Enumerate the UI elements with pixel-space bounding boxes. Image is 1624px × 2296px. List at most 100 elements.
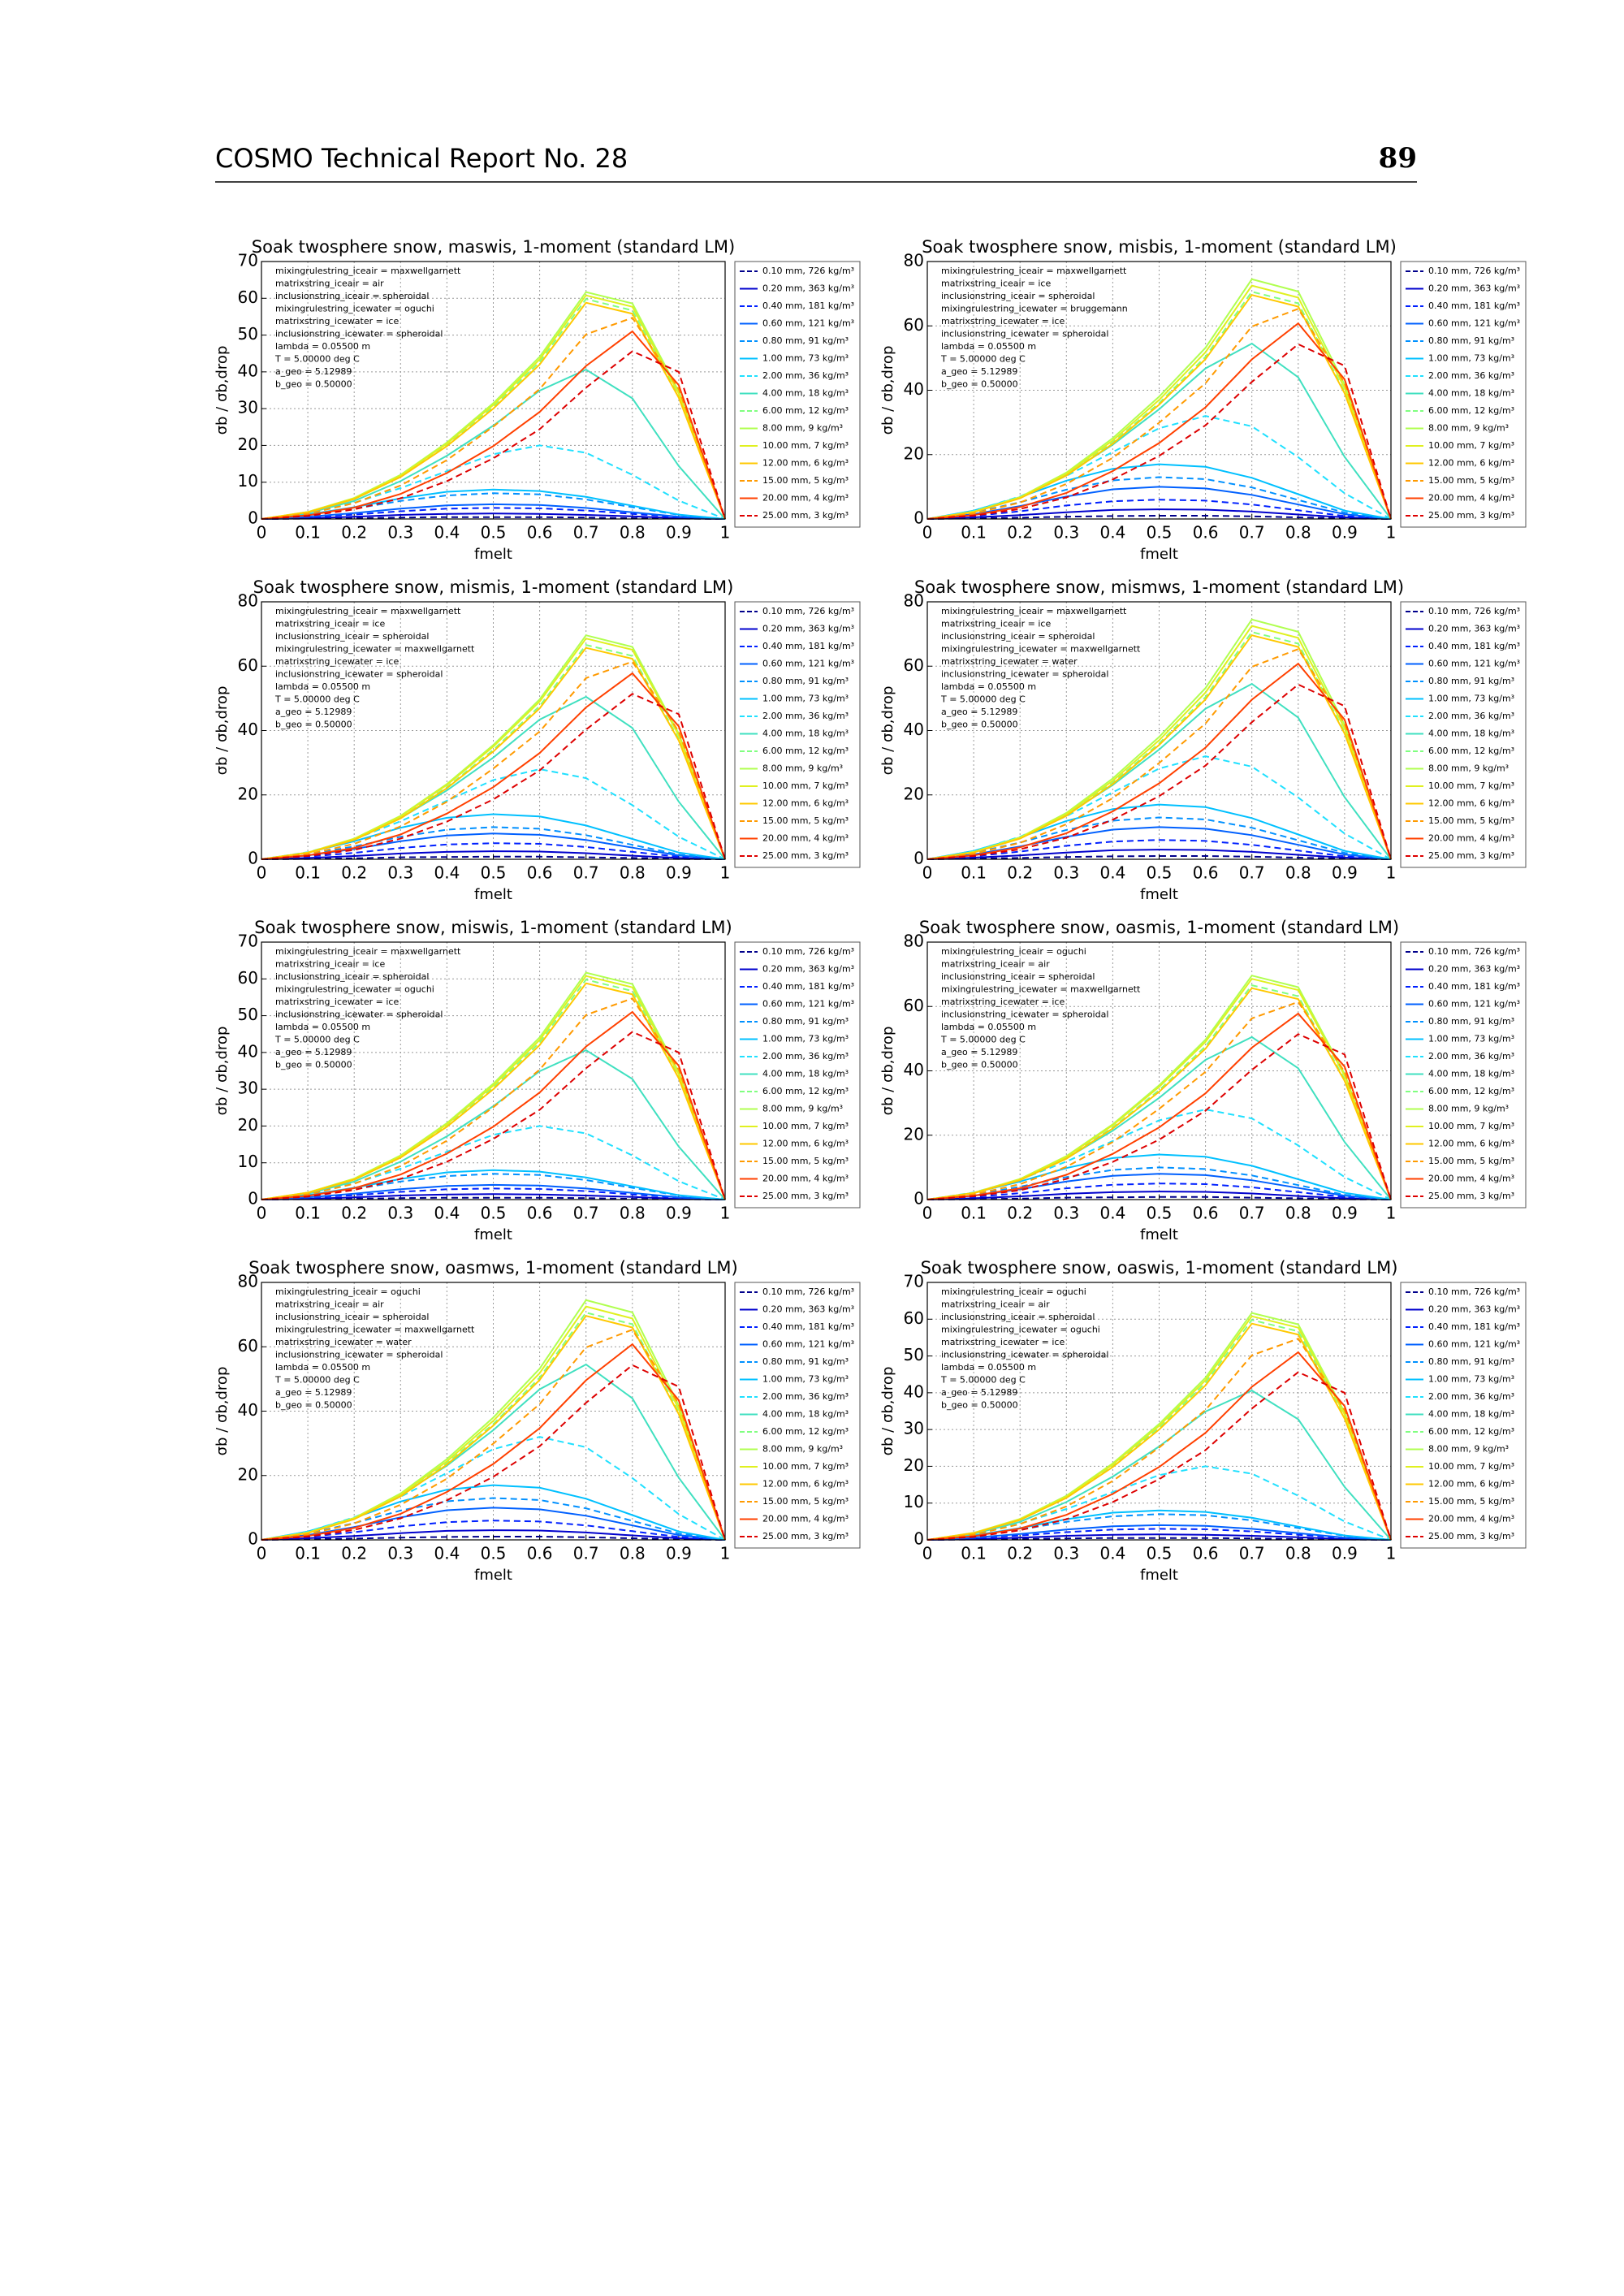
x-tick-label: 0.1	[295, 523, 321, 543]
x-tick-label: 0.2	[341, 863, 367, 883]
annotation: matrixstring_iceair = air	[941, 959, 1050, 970]
legend-label: 10.00 mm, 7 kg/m³	[1428, 440, 1514, 451]
legend-label: 25.00 mm, 3 kg/m³	[1428, 850, 1514, 861]
legend-label: 8.00 mm, 9 kg/m³	[1428, 1104, 1509, 1114]
y-tick-label: 70	[238, 932, 258, 951]
x-tick-label: 0.4	[1099, 1204, 1125, 1223]
legend-label: 0.60 mm, 121 kg/m³	[1428, 1339, 1520, 1350]
y-tick-label: 40	[904, 379, 924, 399]
annotation: b_geo = 0.50000	[275, 1060, 352, 1070]
annotation: inclusionstring_iceair = spheroidal	[941, 1312, 1095, 1322]
legend-label: 15.00 mm, 5 kg/m³	[762, 815, 849, 826]
series-line	[261, 693, 726, 860]
x-tick-label: 0.1	[961, 863, 987, 883]
x-tick-label: 0.8	[1285, 523, 1311, 543]
legend-label: 0.40 mm, 181 kg/m³	[762, 301, 854, 311]
y-tick-label: 20	[238, 1115, 258, 1135]
series-line	[261, 826, 726, 860]
annotation: matrixstring_icewater = water	[275, 1337, 412, 1347]
annotation: b_geo = 0.50000	[941, 1060, 1018, 1070]
annotation: matrixstring_icewater = ice	[941, 997, 1065, 1007]
legend-label: 15.00 mm, 5 kg/m³	[762, 475, 849, 486]
annotation: a_geo = 5.12989	[941, 1387, 1017, 1398]
legend-label: 12.00 mm, 6 kg/m³	[1428, 1479, 1514, 1490]
legend-label: 15.00 mm, 5 kg/m³	[1428, 815, 1514, 826]
legend-label: 0.10 mm, 726 kg/m³	[1428, 606, 1520, 616]
x-tick-label: 0.2	[1007, 863, 1033, 883]
annotation: mixingrulestring_iceair = oguchi	[941, 1286, 1086, 1297]
legend-label: 0.40 mm, 181 kg/m³	[762, 981, 854, 992]
legend-label: 10.00 mm, 7 kg/m³	[1428, 780, 1514, 791]
annotation: a_geo = 5.12989	[275, 1047, 352, 1057]
plot-frame	[926, 1282, 1392, 1541]
y-tick-label: 10	[238, 471, 258, 491]
series-line	[926, 307, 1392, 520]
legend-label: 20.00 mm, 4 kg/m³	[1428, 1174, 1514, 1184]
annotation: mixingrulestring_iceair = oguchi	[275, 1286, 421, 1297]
legend-label: 20.00 mm, 4 kg/m³	[1428, 833, 1514, 844]
chart: Soak twosphere snow, mismis, 1-moment (s…	[214, 577, 861, 903]
chart-title: Soak twosphere snow, oasmws, 1-moment (s…	[248, 1258, 737, 1278]
series-line	[261, 1187, 726, 1200]
legend-label: 0.10 mm, 726 kg/m³	[762, 946, 854, 957]
annotation: lambda = 0.05500 m	[941, 1362, 1036, 1373]
x-tick-label: 0.6	[527, 863, 553, 883]
annotation: b_geo = 0.50000	[941, 1400, 1018, 1411]
series-line	[261, 317, 726, 520]
x-tick-label: 0.1	[295, 1544, 321, 1563]
chart-title: Soak twosphere snow, mismis, 1-moment (s…	[253, 577, 734, 597]
annotation: inclusionstring_icewater = spheroidal	[941, 1350, 1108, 1360]
y-tick-label: 60	[238, 1336, 258, 1356]
plot-frame	[261, 1282, 726, 1541]
x-tick-label: 0.6	[527, 1544, 553, 1563]
chart-title: Soak twosphere snow, oaswis, 1-moment (s…	[921, 1258, 1398, 1278]
legend-label: 12.00 mm, 6 kg/m³	[762, 1139, 849, 1149]
annotation: lambda = 0.05500 m	[275, 681, 370, 692]
y-axis-label: σb / σb,drop	[879, 346, 896, 435]
legend-label: 15.00 mm, 5 kg/m³	[1428, 1496, 1514, 1507]
x-tick-label: 0.9	[666, 1544, 692, 1563]
legend-label: 4.00 mm, 18 kg/m³	[1428, 1409, 1514, 1420]
legend-label: 1.00 mm, 73 kg/m³	[762, 1374, 849, 1385]
legend-label: 0.40 mm, 181 kg/m³	[1428, 301, 1520, 311]
series-line	[261, 672, 726, 860]
annotation: matrixstring_icewater = water	[941, 656, 1078, 667]
series-line	[261, 1507, 726, 1541]
annotation: T = 5.00000 deg C	[274, 1375, 360, 1386]
legend-label: 25.00 mm, 3 kg/m³	[1428, 1531, 1514, 1541]
legend-label: 0.60 mm, 121 kg/m³	[762, 659, 854, 669]
legend-label: 8.00 mm, 9 kg/m³	[762, 1444, 843, 1455]
annotation: mixingrulestring_iceair = maxwellgarnett	[275, 266, 461, 276]
legend-label: 0.80 mm, 91 kg/m³	[1428, 1356, 1514, 1367]
x-tick-label: 0.9	[666, 523, 692, 543]
legend-label: 2.00 mm, 36 kg/m³	[762, 1391, 849, 1402]
series-line	[261, 1183, 726, 1200]
series-line	[926, 322, 1392, 520]
annotation: mixingrulestring_iceair = maxwellgarnett	[941, 266, 1127, 276]
y-tick-label: 30	[238, 1079, 258, 1098]
x-tick-label: 0.4	[1099, 1544, 1125, 1563]
annotation: matrixstring_iceair = ice	[941, 619, 1051, 629]
legend-label: 0.80 mm, 91 kg/m³	[762, 1356, 849, 1367]
x-tick-label: 0.8	[1285, 1544, 1311, 1563]
legend-label: 2.00 mm, 36 kg/m³	[762, 711, 849, 721]
y-tick-label: 10	[904, 1492, 924, 1511]
annotation: matrixstring_iceair = ice	[941, 279, 1051, 289]
y-tick-label: 0	[248, 1189, 258, 1209]
legend-label: 0.80 mm, 91 kg/m³	[1428, 1016, 1514, 1027]
legend-label: 6.00 mm, 12 kg/m³	[762, 1426, 849, 1437]
legend-label: 0.10 mm, 726 kg/m³	[762, 606, 854, 616]
x-tick-label: 1	[1386, 1204, 1397, 1223]
series-line	[261, 1520, 726, 1541]
annotation: inclusionstring_icewater = spheroidal	[275, 1010, 443, 1020]
x-tick-label: 0	[257, 863, 267, 883]
annotation: lambda = 0.05500 m	[941, 1022, 1036, 1032]
annotation: a_geo = 5.12989	[941, 1047, 1017, 1057]
x-tick-label: 0.8	[1285, 863, 1311, 883]
legend-label: 15.00 mm, 5 kg/m³	[1428, 475, 1514, 486]
x-tick-label: 0.5	[1147, 1544, 1173, 1563]
legend-label: 2.00 mm, 36 kg/m³	[762, 370, 849, 381]
y-tick-label: 60	[904, 655, 924, 675]
legend-label: 12.00 mm, 6 kg/m³	[1428, 1139, 1514, 1149]
x-tick-label: 0.3	[387, 523, 413, 543]
